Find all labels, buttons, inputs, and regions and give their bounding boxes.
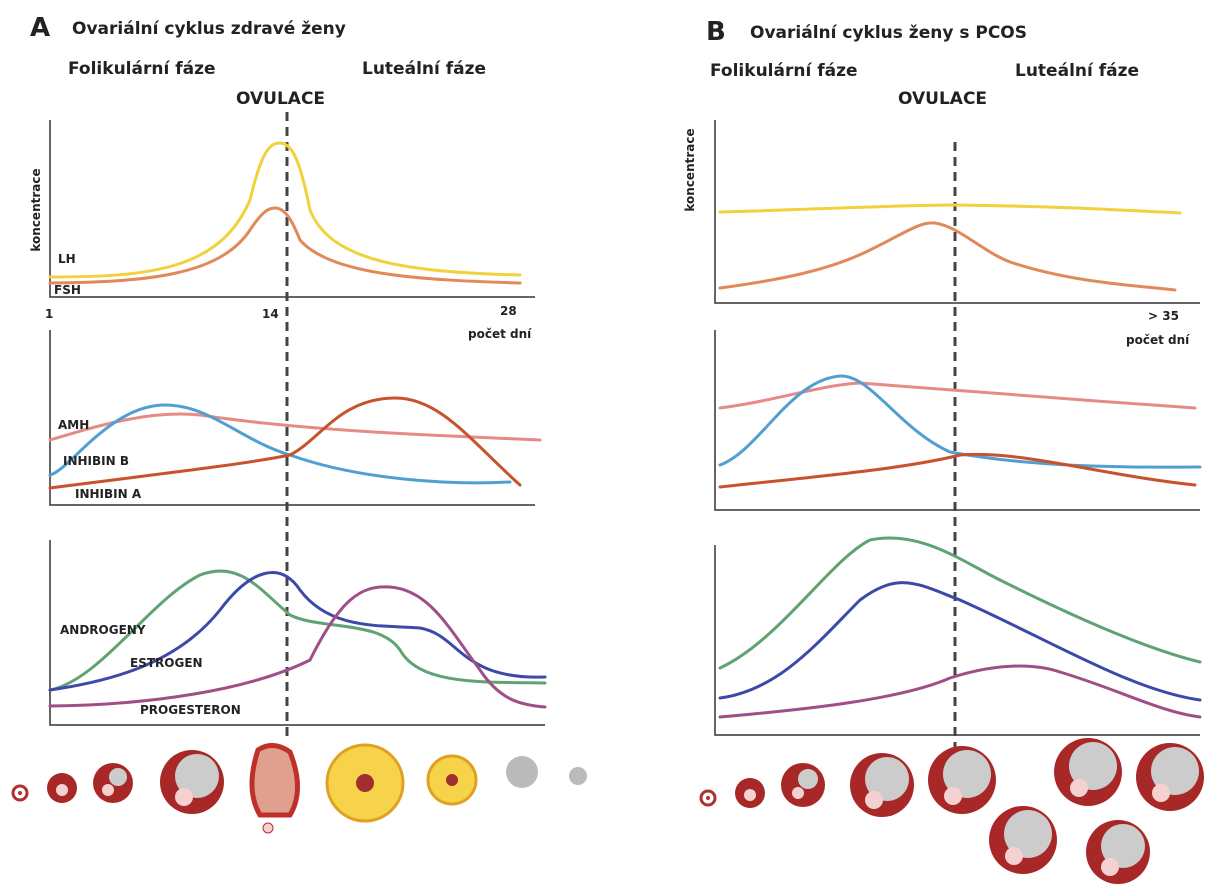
x-label: počet dní: [468, 327, 532, 341]
inhibin-b-curve: [48, 403, 512, 485]
x-tick-label: 28: [500, 304, 517, 318]
curve-label: INHIBIN B: [63, 454, 129, 468]
phase-label: Luteální fáze: [1015, 61, 1139, 81]
panel-title: Ovariální cyklus zdravé ženy: [72, 19, 346, 39]
androgen-curve: [48, 569, 547, 692]
ovulation-label: OVULACE: [236, 89, 325, 109]
ovulation-label: OVULACE: [898, 89, 987, 109]
amh-curve: [718, 381, 1197, 410]
phase-label: Folikulární fáze: [68, 59, 216, 79]
y-label: koncentrace: [29, 168, 43, 251]
follicles: [11, 743, 587, 834]
inhibin-a-curve: [718, 452, 1197, 489]
axis: [49, 120, 535, 298]
curve-label: ESTROGEN: [130, 656, 203, 670]
axis: [49, 540, 545, 726]
curve-label: LH: [58, 252, 76, 266]
phase-label: Luteální fáze: [362, 59, 486, 79]
androgen-curve: [718, 536, 1202, 670]
curve-label: PROGESTERON: [140, 703, 241, 717]
curve-label: FSH: [54, 283, 81, 297]
progesteron-curve: [718, 664, 1202, 719]
estrogen-curve: [48, 571, 547, 692]
panel-title: Ovariální cyklus ženy s PCOS: [750, 23, 1027, 43]
axis: [714, 545, 1200, 736]
inhibin-a-curve: [48, 396, 522, 490]
curve-label: AMH: [58, 418, 89, 432]
fsh-curve: [48, 206, 522, 285]
panel-b: B Ovariální cyklus ženy s PCOS Folikulár…: [683, 17, 1204, 884]
lh-curve: [48, 141, 522, 279]
lh-curve: [718, 203, 1182, 215]
panel-letter: B: [706, 17, 726, 47]
axis: [714, 330, 1200, 511]
curve-label: ANDROGENY: [60, 623, 146, 637]
panel-letter: A: [30, 13, 50, 43]
x-tick-label: 14: [262, 307, 279, 321]
x-tick-label: 1: [45, 307, 53, 321]
y-label: koncentrace: [683, 128, 697, 211]
x-tick-label: > 35: [1148, 309, 1179, 323]
progesteron-curve: [48, 585, 547, 709]
x-label: počet dní: [1126, 333, 1190, 347]
follicles: [699, 738, 1204, 884]
estrogen-curve: [718, 581, 1202, 702]
axis: [714, 120, 1200, 304]
panel-a: A Ovariální cyklus zdravé ženy Folikulár…: [11, 13, 587, 834]
amh-curve: [48, 412, 542, 442]
axis: [49, 330, 535, 506]
phase-label: Folikulární fáze: [710, 61, 858, 81]
curve-label: INHIBIN A: [75, 487, 142, 501]
fsh-curve: [718, 221, 1177, 292]
